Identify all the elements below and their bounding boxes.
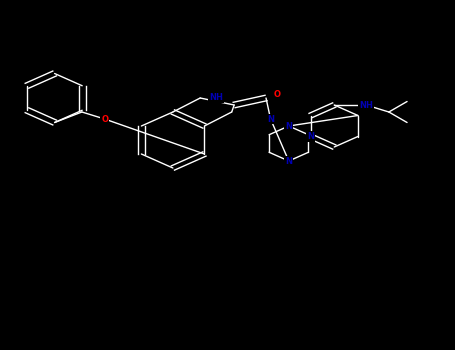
- Text: N: N: [307, 132, 314, 141]
- Text: O: O: [101, 114, 108, 124]
- Text: NH: NH: [209, 93, 223, 103]
- Text: O: O: [274, 90, 281, 99]
- Text: N: N: [267, 114, 274, 124]
- Text: NH: NH: [359, 100, 373, 110]
- Text: N: N: [285, 121, 292, 131]
- Text: N: N: [285, 156, 292, 166]
